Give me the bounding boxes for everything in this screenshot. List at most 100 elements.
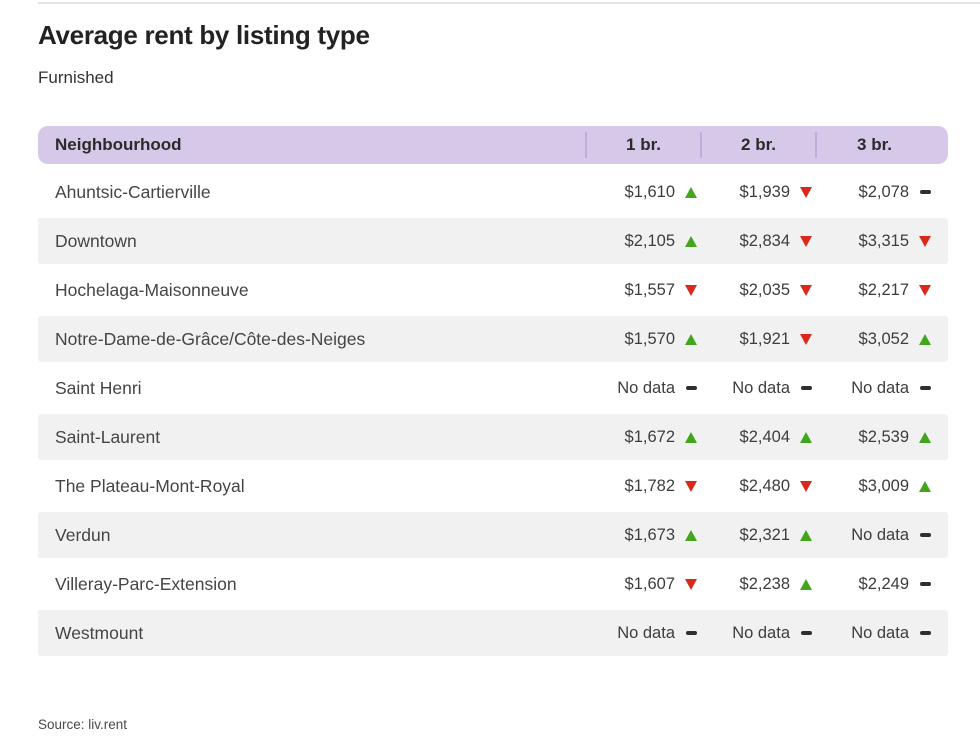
trend-down-icon xyxy=(684,480,698,492)
rent-value: No data xyxy=(851,525,909,544)
rent-value: No data xyxy=(851,623,909,642)
column-header-1br: 1 br. xyxy=(585,132,700,158)
rent-value: $1,570 xyxy=(624,329,675,348)
rent-value: $2,035 xyxy=(739,280,790,299)
neighbourhood-name: The Plateau-Mont-Royal xyxy=(55,475,245,496)
rent-value-cell: $2,238 xyxy=(700,575,815,594)
rent-value-cell: No data xyxy=(700,624,815,643)
rent-value: $2,249 xyxy=(858,574,909,593)
rent-value: $1,939 xyxy=(739,182,790,201)
trend-down-icon xyxy=(799,333,813,345)
trend-up-icon xyxy=(684,333,698,345)
table-row: Saint Henri No data No data No data xyxy=(38,365,948,411)
top-divider xyxy=(38,2,980,4)
neighbourhood-name: Hochelaga-Maisonneuve xyxy=(55,279,249,300)
trend-flat-icon xyxy=(918,533,932,537)
trend-flat-icon xyxy=(684,386,698,390)
rent-value-cell: $3,315 xyxy=(815,232,948,251)
rent-value-cell: $1,610 xyxy=(585,183,700,202)
trend-down-icon xyxy=(918,235,932,247)
trend-flat-icon xyxy=(918,631,932,635)
rent-value: $1,607 xyxy=(624,574,675,593)
trend-down-icon xyxy=(799,480,813,492)
rent-value: $1,921 xyxy=(739,329,790,348)
rent-value-cell: No data xyxy=(585,624,700,643)
rent-value-cell: No data xyxy=(815,624,948,643)
rent-value: No data xyxy=(732,623,790,642)
column-header-neighbourhood: Neighbourhood xyxy=(55,135,182,154)
rent-value-cell: $1,673 xyxy=(585,526,700,545)
rent-value: $1,610 xyxy=(624,182,675,201)
rent-value-cell: $2,834 xyxy=(700,232,815,251)
trend-down-icon xyxy=(799,235,813,247)
neighbourhood-name: Westmount xyxy=(55,622,144,643)
neighbourhood-name: Downtown xyxy=(55,230,137,251)
neighbourhood-name: Ahuntsic-Cartierville xyxy=(55,181,211,202)
rent-value-cell: $1,672 xyxy=(585,428,700,447)
trend-flat-icon xyxy=(918,190,932,194)
table-row: Notre-Dame-de-Grâce/Côte-des-Neiges $1,57… xyxy=(38,316,948,362)
rent-value-cell: $2,321 xyxy=(700,526,815,545)
page-title: Average rent by listing type xyxy=(38,20,370,50)
rent-value: No data xyxy=(617,623,675,642)
table-row: Saint-Laurent $1,672 $2,404 $2,539 xyxy=(38,414,948,460)
trend-up-icon xyxy=(799,431,813,443)
source-note: Source: liv.rent xyxy=(38,717,128,732)
rent-value-cell: $3,052 xyxy=(815,330,948,349)
trend-down-icon xyxy=(684,284,698,296)
rent-value: $1,672 xyxy=(624,427,675,446)
rent-value: $1,782 xyxy=(624,476,675,495)
rent-value: $2,217 xyxy=(858,280,909,299)
rent-value-cell: No data xyxy=(585,379,700,398)
table-row: Villeray-Parc-Extension $1,607 $2,238 $2,24… xyxy=(38,561,948,607)
rent-value-cell: $2,249 xyxy=(815,575,948,594)
trend-up-icon xyxy=(684,235,698,247)
rent-value: $1,673 xyxy=(624,525,675,544)
rent-value: No data xyxy=(617,378,675,397)
rent-value-cell: $1,570 xyxy=(585,330,700,349)
neighbourhood-name: Verdun xyxy=(55,524,111,545)
rent-value-cell: $1,939 xyxy=(700,183,815,202)
rent-value: $2,078 xyxy=(858,182,909,201)
trend-up-icon xyxy=(799,578,813,590)
trend-flat-icon xyxy=(918,386,932,390)
rent-value-cell: $2,078 xyxy=(815,183,948,202)
table-body: Ahuntsic-Cartierville $1,610 $1,939 $2,078 D… xyxy=(38,169,948,656)
rent-value: $2,321 xyxy=(739,525,790,544)
rent-value: $2,834 xyxy=(739,231,790,250)
rent-value: $2,480 xyxy=(739,476,790,495)
rent-value-cell: $2,035 xyxy=(700,281,815,300)
rent-value: $3,315 xyxy=(858,231,909,250)
rent-value-cell: No data xyxy=(815,526,948,545)
subtitle-listing-type: Furnished xyxy=(38,68,114,87)
table-row: Westmount No data No data No data xyxy=(38,610,948,656)
rent-value-cell: $1,607 xyxy=(585,575,700,594)
column-header-3br: 3 br. xyxy=(815,132,948,158)
rent-value-cell: $2,105 xyxy=(585,232,700,251)
neighbourhood-name: Villeray-Parc-Extension xyxy=(55,573,237,594)
rent-value: $2,404 xyxy=(739,427,790,446)
table-row: Hochelaga-Maisonneuve $1,557 $2,035 $2,217 xyxy=(38,267,948,313)
rent-value: $2,539 xyxy=(858,427,909,446)
rent-value-cell: No data xyxy=(700,379,815,398)
rent-value-cell: $2,404 xyxy=(700,428,815,447)
table-row: Verdun $1,673 $2,321 No data xyxy=(38,512,948,558)
rent-value-cell: $1,921 xyxy=(700,330,815,349)
table-row: Ahuntsic-Cartierville $1,610 $1,939 $2,078 xyxy=(38,169,948,215)
trend-down-icon xyxy=(684,578,698,590)
table-header-row: Neighbourhood 1 br. 2 br. 3 br. xyxy=(38,126,948,164)
rent-value: No data xyxy=(851,378,909,397)
column-header-2br: 2 br. xyxy=(700,132,815,158)
rent-value: $2,238 xyxy=(739,574,790,593)
rent-value-cell: $2,539 xyxy=(815,428,948,447)
rent-value-cell: $1,782 xyxy=(585,477,700,496)
neighbourhood-name: Saint-Laurent xyxy=(55,426,161,447)
trend-down-icon xyxy=(799,284,813,296)
trend-flat-icon xyxy=(684,631,698,635)
table-row: The Plateau-Mont-Royal $1,782 $2,480 $3,009 xyxy=(38,463,948,509)
rent-value-cell: $2,480 xyxy=(700,477,815,496)
rent-value-cell: $1,557 xyxy=(585,281,700,300)
rent-value-cell: $2,217 xyxy=(815,281,948,300)
trend-flat-icon xyxy=(799,631,813,635)
rent-value: $1,557 xyxy=(624,280,675,299)
